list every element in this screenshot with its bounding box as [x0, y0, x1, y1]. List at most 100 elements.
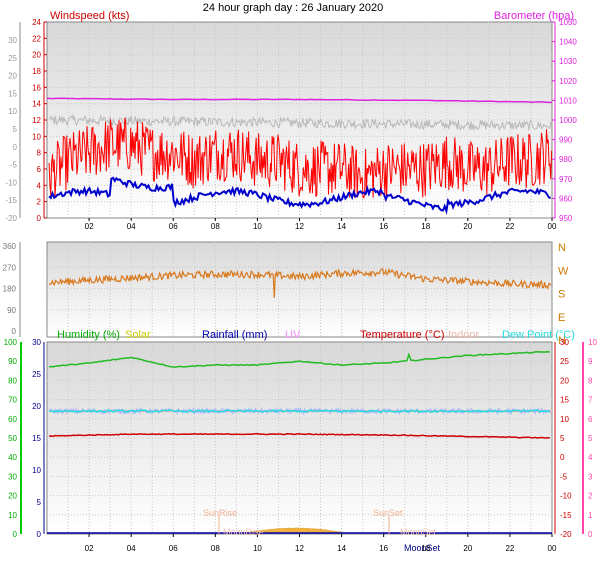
- windspeed-axis-label: Windspeed (kts): [50, 10, 129, 22]
- uv-tick-label: 3: [588, 472, 593, 481]
- barometer-axis-label: Barometer (hpa): [494, 10, 574, 22]
- humidity-line: [48, 350, 551, 368]
- temperature-tick-label: 10: [560, 415, 569, 424]
- grey-trace: [48, 114, 552, 132]
- far-left-tick-label: 20: [8, 72, 17, 81]
- far-left-tick-label: -15: [5, 196, 17, 205]
- uv-tick-label: 5: [588, 434, 593, 443]
- windspeed-tick-label: 0: [37, 214, 42, 223]
- uv-tick-label: 9: [588, 357, 593, 366]
- windspeed-tick-label: 8: [37, 149, 42, 158]
- barometer-tick-label: 1050: [559, 18, 577, 27]
- legend-rainfall: Rainfall (mm): [202, 329, 267, 341]
- x-tick-label: 14: [337, 222, 346, 231]
- temperature-tick-label: -15: [560, 511, 572, 520]
- x-tick-label: 06: [169, 544, 178, 553]
- windspeed-gust-line: [48, 117, 553, 199]
- x-tick-label: 10: [253, 222, 262, 231]
- barometer-tick-label: 960: [559, 194, 573, 203]
- direction-tick-label: 360: [3, 242, 17, 251]
- x-tick-label: 20: [463, 222, 472, 231]
- chart-title: 24 hour graph day : 26 January 2020: [203, 2, 383, 14]
- far-left-tick-label: 30: [8, 36, 17, 45]
- x-tick-label: 08: [211, 544, 220, 553]
- rainfall-tick-label: 30: [32, 338, 41, 347]
- humidity-tick-label: 50: [8, 434, 17, 443]
- windspeed-tick-label: 2: [37, 198, 42, 207]
- direction-tick-label: 90: [7, 306, 16, 315]
- x-tick-label: 00: [548, 222, 557, 231]
- humidity-tick-label: 60: [8, 415, 17, 424]
- sunset-label: SunSet: [373, 508, 403, 518]
- barometer-tick-label: 970: [559, 175, 573, 184]
- windspeed-tick-label: 16: [32, 83, 41, 92]
- legend-indoor: Indoor: [448, 329, 480, 341]
- x-tick-label: 02: [85, 222, 94, 231]
- moonset-label: MoonSet: [400, 527, 437, 537]
- direction-compass-label: N: [558, 242, 566, 254]
- rainfall-tick-label: 25: [32, 370, 41, 379]
- windspeed-average-line: [48, 176, 551, 215]
- barometer-tick-label: 1040: [559, 38, 577, 47]
- temperature-tick-label: -5: [560, 472, 568, 481]
- rainfall-tick-label: 20: [32, 402, 41, 411]
- uv-tick-label: 8: [588, 376, 593, 385]
- humidity-tick-label: 80: [8, 376, 17, 385]
- x-tick-label: 08: [211, 222, 220, 231]
- moonrise-label: MoonRise: [223, 527, 264, 537]
- humidity-tick-label: 30: [8, 472, 17, 481]
- uv-tick-label: 4: [588, 453, 593, 462]
- humidity-tick-label: 20: [8, 492, 17, 501]
- uv-tick-label: 10: [588, 338, 597, 347]
- barometer-tick-label: 1000: [559, 116, 577, 125]
- uv-tick-label: 0: [588, 530, 593, 539]
- windspeed-tick-label: 12: [32, 116, 41, 125]
- temperature-tick-label: 5: [560, 434, 565, 443]
- direction-compass-label: E: [558, 312, 565, 324]
- far-left-tick-label: 5: [13, 125, 18, 134]
- direction-compass-label: W: [558, 265, 569, 277]
- x-tick-label: 12: [295, 222, 304, 231]
- humidity-tick-label: 0: [13, 530, 18, 539]
- temperature-tick-label: 15: [560, 396, 569, 405]
- barometer-tick-label: 1030: [559, 57, 577, 66]
- windspeed-tick-label: 4: [37, 181, 42, 190]
- legend-humidity: Humidity (%): [57, 329, 120, 341]
- rainfall-tick-label: 15: [32, 434, 41, 443]
- humidity-tick-label: 100: [4, 338, 18, 347]
- rainfall-tick-label: 0: [37, 530, 42, 539]
- rainfall-tick-label: 10: [32, 466, 41, 475]
- temperature-tick-label: 0: [560, 453, 565, 462]
- legend-uv: UV: [285, 329, 301, 341]
- x-tick-label: 20: [463, 544, 472, 553]
- temperature-tick-label: -10: [560, 492, 572, 501]
- sunrise-label: SunRise: [203, 508, 237, 518]
- barometer-line: [46, 97, 553, 104]
- wind-direction-line: [48, 267, 552, 298]
- windspeed-tick-label: 22: [32, 34, 41, 43]
- humidity-tick-label: 90: [8, 357, 17, 366]
- x-tick-label: 22: [505, 544, 514, 553]
- x-tick-label: 16: [379, 544, 388, 553]
- x-tick-label: 18: [421, 544, 430, 553]
- moonset-axis-label: MoonSet: [404, 543, 441, 553]
- windspeed-tick-label: 10: [32, 132, 41, 141]
- humidity-tick-label: 40: [8, 453, 17, 462]
- x-tick-label: 16: [379, 222, 388, 231]
- barometer-tick-label: 950: [559, 214, 573, 223]
- rainfall-tick-label: 5: [37, 498, 42, 507]
- uv-tick-label: 7: [588, 396, 593, 405]
- direction-tick-label: 270: [3, 263, 17, 272]
- far-left-tick-label: -10: [5, 178, 17, 187]
- legend-solar: Solar: [125, 329, 151, 341]
- temperature-tick-label: 30: [560, 338, 569, 347]
- windspeed-tick-label: 24: [32, 18, 41, 27]
- direction-tick-label: 0: [12, 327, 17, 336]
- dewpoint-line: [49, 409, 551, 414]
- direction-compass-label: N: [558, 335, 566, 347]
- uv-tick-label: 6: [588, 415, 593, 424]
- temperature-line: [49, 433, 551, 439]
- x-tick-label: 14: [337, 544, 346, 553]
- uv-tick-label: 2: [588, 492, 593, 501]
